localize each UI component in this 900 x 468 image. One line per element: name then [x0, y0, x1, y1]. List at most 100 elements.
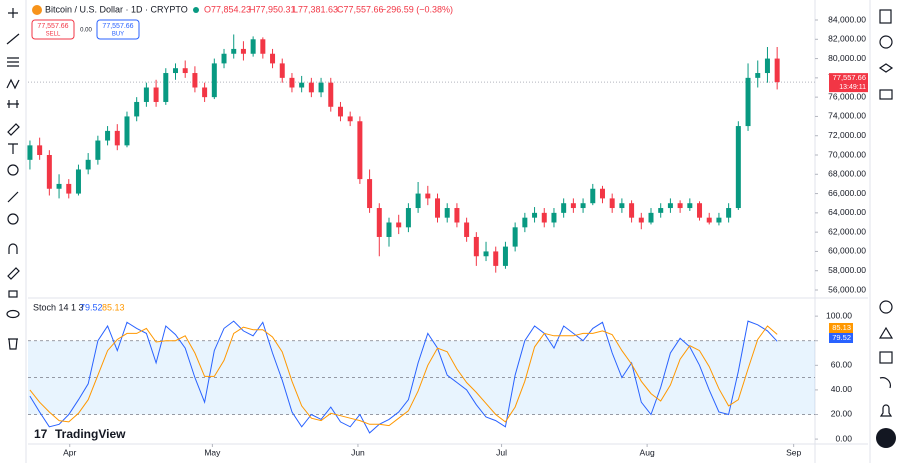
y-tick-label: 82,000.00 [828, 34, 866, 44]
candle-body [134, 101, 140, 117]
y-tick-label: 74,000.00 [828, 111, 866, 121]
candle-body [143, 87, 149, 102]
candle-body [502, 246, 508, 266]
close: C77,557.66 [337, 4, 384, 14]
candle-body [270, 53, 276, 64]
open: O77,854.23 [204, 4, 251, 14]
sell-label: SELL [46, 32, 61, 38]
candle-body [173, 68, 179, 74]
y-tick-label: 64,000.00 [828, 207, 866, 217]
lock-drawing[interactable] [7, 267, 20, 280]
y-tick-label: 76,000.00 [828, 91, 866, 101]
magnet-tool[interactable] [8, 243, 18, 254]
candle-body [337, 106, 343, 117]
candle-body [512, 227, 518, 247]
candle-body [386, 222, 392, 237]
countdown: 13:49:11 [839, 84, 866, 91]
y-tick-label: 58,000.00 [828, 265, 866, 275]
candle-body [706, 217, 712, 223]
layers[interactable] [878, 63, 894, 73]
candle-body [599, 188, 605, 199]
stoch-tick-label: 100.00 [826, 310, 852, 320]
candle-body [367, 179, 373, 209]
brush-tool[interactable] [7, 123, 20, 136]
y-tick-label: 56,000.00 [828, 284, 866, 294]
sell-button[interactable] [31, 19, 75, 40]
cross-tool[interactable] [8, 8, 18, 18]
line-tool[interactable] [6, 33, 20, 45]
buy-button[interactable] [96, 19, 140, 40]
candle-body [444, 208, 450, 218]
left-toolbar [0, 0, 26, 463]
ruler-tool[interactable] [7, 191, 19, 203]
candle-body [648, 212, 654, 223]
apps-button[interactable] [876, 428, 896, 448]
fib-tool[interactable] [7, 57, 19, 67]
right-toolbar [870, 0, 900, 463]
candle-body [435, 198, 441, 218]
candle-body [580, 203, 586, 209]
alerts[interactable] [879, 35, 893, 49]
candle-body [153, 87, 159, 102]
candle-body [105, 130, 111, 141]
notifications[interactable] [879, 404, 893, 417]
zoom-tool[interactable] [7, 213, 19, 225]
calendar[interactable] [879, 351, 893, 364]
emoji-tool[interactable] [7, 164, 19, 176]
stoch-value-box [829, 333, 853, 343]
candle-body [299, 82, 305, 88]
lock-tool[interactable] [8, 290, 18, 298]
candle-body [114, 130, 120, 146]
news[interactable] [879, 377, 891, 389]
watchlist[interactable] [879, 9, 892, 24]
candle-body [211, 63, 217, 98]
chat[interactable] [879, 89, 893, 100]
high: H77,950.31 [249, 4, 296, 14]
candle-body [551, 212, 557, 223]
y-tick-label: 70,000.00 [828, 149, 866, 159]
candle-body [192, 73, 198, 88]
candle-body [289, 77, 295, 88]
eye-tool[interactable] [6, 309, 20, 319]
candle-body [85, 159, 91, 170]
candle-body [570, 203, 576, 209]
candle-body [590, 188, 596, 204]
candle-body [493, 251, 499, 266]
pattern-tool[interactable] [6, 78, 20, 90]
stoch-d-value: 85.13 [102, 302, 125, 312]
y-tick-label: 72,000.00 [828, 130, 866, 140]
candle-body [347, 116, 353, 122]
candle-body [95, 140, 101, 160]
candle-body [124, 116, 130, 146]
stoch-tick-label: 40.00 [831, 384, 853, 394]
candle-body [405, 208, 411, 228]
candle-body [687, 203, 693, 209]
candle-body [240, 48, 246, 54]
candle-body [464, 222, 470, 237]
right-icons[interactable] [878, 9, 894, 417]
candle-body [716, 217, 722, 223]
candle-body [250, 39, 256, 54]
stoch-tick-label: 0.00 [835, 433, 852, 443]
stoch-axis-label: 79.52 [832, 333, 851, 342]
target[interactable] [879, 300, 893, 314]
buy-price: 77,557.66 [102, 23, 133, 30]
market-status [193, 7, 199, 13]
sell-price: 77,557.66 [37, 23, 68, 30]
candle-body [279, 63, 285, 78]
x-tick-label: Aug [640, 447, 655, 457]
candle-body [328, 82, 334, 107]
ideas[interactable] [878, 326, 894, 339]
text-tool[interactable] [8, 143, 18, 154]
stoch-line [29, 320, 778, 434]
candle-body [318, 82, 324, 93]
tool-icons[interactable] [6, 8, 20, 350]
trash-tool[interactable] [8, 338, 18, 350]
candle-body [609, 198, 615, 209]
candle-body [522, 217, 528, 228]
stoch-value-box [829, 323, 853, 333]
logo-mark: 17 [34, 427, 48, 441]
logo: TradingView [55, 427, 126, 441]
candle-body [629, 203, 635, 218]
forecast-tool[interactable] [7, 100, 19, 108]
